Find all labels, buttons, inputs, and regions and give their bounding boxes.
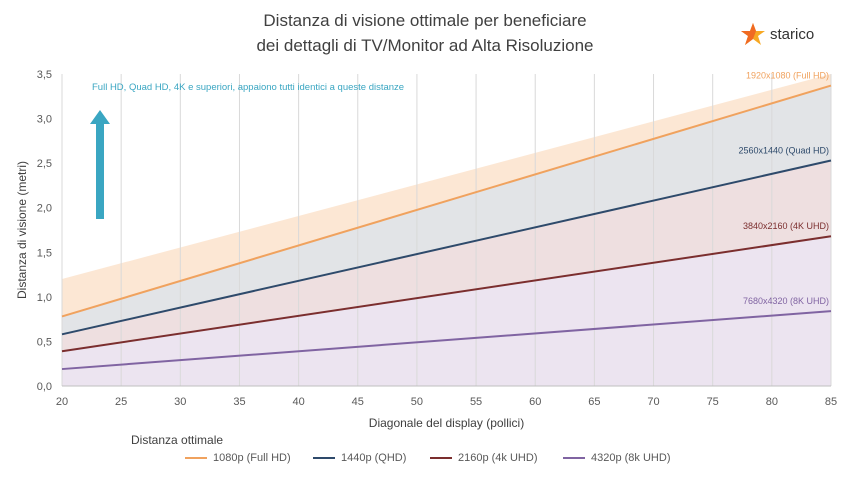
end-labels: 1920x1080 (Full HD) 2560x1440 (Quad HD) 38… <box>738 71 829 307</box>
chart-area: 20 25 30 35 40 45 50 55 60 65 70 75 80 85 0,0 0,5 1,0 1,5… <box>15 69 837 430</box>
axes: 20 25 30 35 40 45 50 55 60 65 70 75 80 85 0,0 0,5 1,0 1,5… <box>15 69 837 430</box>
arrow-up-icon <box>90 110 110 219</box>
x-tick-label: 75 <box>707 396 719 408</box>
legend-swatch <box>430 457 452 459</box>
legend-item-1: 1080p (Full HD) <box>185 452 291 464</box>
y-tick-label: 3,5 <box>37 69 52 81</box>
series-end-label-2: 2560x1440 (Quad HD) <box>738 145 829 155</box>
legend-item-3: 2160p (4k UHD) <box>430 452 537 464</box>
band-4 <box>62 236 831 386</box>
x-tick-label: 60 <box>529 396 541 408</box>
legend-label: 1080p (Full HD) <box>213 452 291 464</box>
chart-title: Distanza di visione ottimale per benefic… <box>0 8 850 58</box>
legend-swatch <box>563 457 585 459</box>
series-line-2 <box>61 159 832 336</box>
legend-title: Distanza ottimale <box>131 433 224 447</box>
legend-label: 1440p (QHD) <box>341 452 407 464</box>
chart-title-line-1: Distanza di visione ottimale per benefic… <box>263 11 587 30</box>
series-line-4 <box>61 310 832 371</box>
y-tick-label: 2,0 <box>37 203 52 215</box>
x-tick-label: 65 <box>588 396 600 408</box>
x-tick-label: 20 <box>56 396 68 408</box>
legend-label: 2160p (4k UHD) <box>458 452 538 464</box>
starico-logo: starico <box>740 22 814 46</box>
grid-layer <box>61 74 832 386</box>
legend-items: 1080p (Full HD) 1440p (QHD) 2160p (4k UHD)… <box>0 452 850 468</box>
legend-item-2: 1440p (QHD) <box>313 452 406 464</box>
series-line-3 <box>61 235 832 353</box>
annotation: Full HD, Quad HD, 4K e superiori, appaio… <box>90 82 404 219</box>
y-tick-label: 0,5 <box>37 336 52 348</box>
bands-layer <box>62 74 831 387</box>
starico-star-icon <box>741 23 765 45</box>
x-tick-label: 85 <box>825 396 837 408</box>
x-tick-label: 25 <box>115 396 127 408</box>
y-tick-label: 1,0 <box>37 292 52 304</box>
y-axis-title: Distanza di visione (metri) <box>15 161 29 299</box>
chart-title-line-2: dei dettagli di TV/Monitor ad Alta Risol… <box>256 36 594 55</box>
annotation-text: Full HD, Quad HD, 4K e superiori, appaio… <box>92 82 404 93</box>
y-tick-label: 0,0 <box>37 381 52 393</box>
x-tick-label: 45 <box>352 396 364 408</box>
x-tick-label: 80 <box>766 396 778 408</box>
x-tick-label: 50 <box>411 396 423 408</box>
series-end-label-1: 1920x1080 (Full HD) <box>746 71 829 81</box>
legend-swatch <box>313 457 335 459</box>
y-tick-label: 2,5 <box>37 158 52 170</box>
starico-logo-text: starico <box>770 25 815 43</box>
x-tick-label: 40 <box>292 396 304 408</box>
y-tick-label: 1,5 <box>37 247 52 259</box>
series-line-1 <box>61 84 832 318</box>
series-end-label-4: 7680x4320 (8K UHD) <box>743 296 829 306</box>
x-tick-label: 70 <box>647 396 659 408</box>
x-axis-title: Diagonale del display (pollici) <box>369 416 524 430</box>
legend-label: 4320p (8k UHD) <box>591 452 671 464</box>
legend-item-4: 4320p (8k UHD) <box>563 452 670 464</box>
series-lines <box>61 84 832 371</box>
legend-swatch <box>185 457 207 459</box>
x-tick-label: 30 <box>174 396 186 408</box>
x-tick-label: 55 <box>470 396 482 408</box>
series-end-label-3: 3840x2160 (4K UHD) <box>743 221 829 231</box>
x-tick-label: 35 <box>233 396 245 408</box>
y-tick-label: 3,0 <box>37 114 52 126</box>
